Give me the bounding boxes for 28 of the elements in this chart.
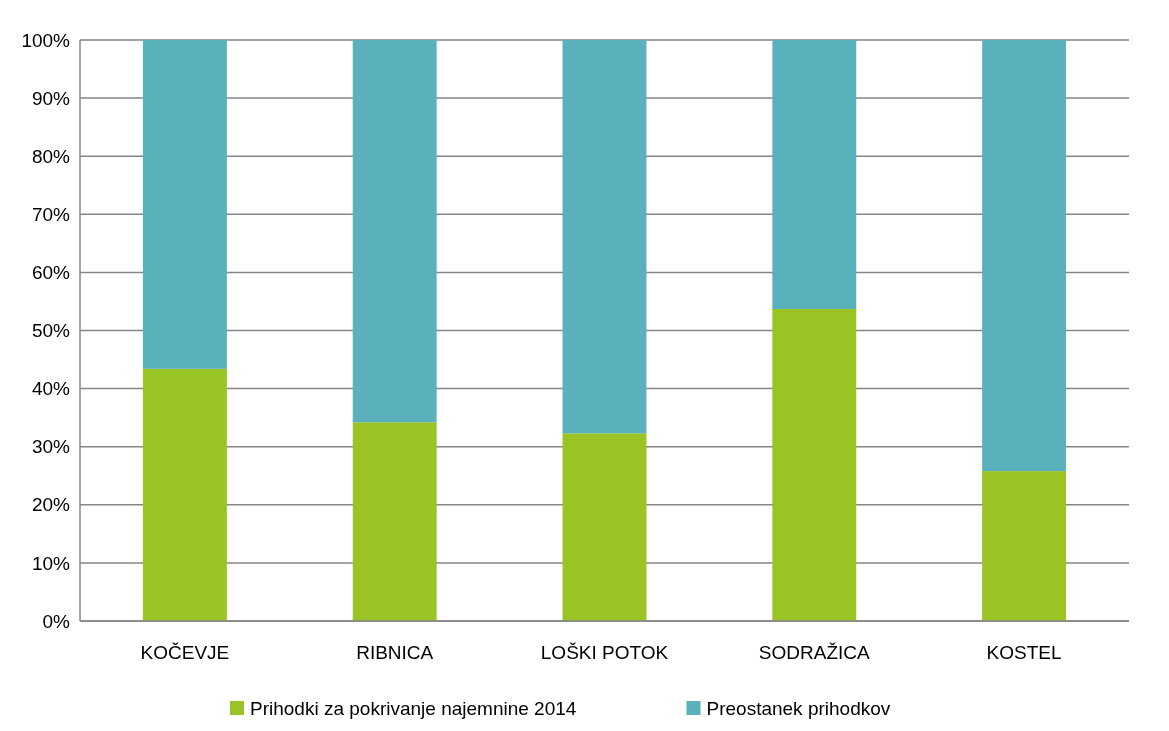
bar xyxy=(772,309,857,621)
x-tick-label: RIBNICA xyxy=(356,642,434,663)
y-tick-label: 30% xyxy=(31,436,71,458)
y-tick-label: 10% xyxy=(31,552,71,574)
bar xyxy=(772,40,857,309)
y-tick-label: 20% xyxy=(31,494,71,516)
y-tick-label: 80% xyxy=(31,145,71,167)
bar xyxy=(982,40,1067,472)
bar xyxy=(562,433,647,621)
bar xyxy=(142,368,227,621)
y-tick-label: 100% xyxy=(21,29,71,51)
x-tick-label: LOŠKI POTOK xyxy=(540,642,669,663)
legend-label: Prihodki za pokrivanje najemnine 2014 xyxy=(250,697,577,719)
y-tick-label: 70% xyxy=(31,203,71,225)
y-tick-label: 90% xyxy=(31,87,71,109)
bar xyxy=(352,422,437,621)
bar xyxy=(142,40,227,369)
y-tick-label: 50% xyxy=(31,320,71,342)
bar xyxy=(352,40,437,423)
legend-label: Preostanek prihodkov xyxy=(706,697,891,719)
y-tick-label: 0% xyxy=(42,610,71,632)
x-tick-label: KOSTEL xyxy=(986,642,1062,663)
y-tick-label: 60% xyxy=(31,262,71,284)
y-tick-label: 40% xyxy=(31,378,71,400)
bar xyxy=(562,40,647,434)
x-tick-label: SODRAŽICA xyxy=(758,642,871,663)
x-tick-label: KOČEVJE xyxy=(140,642,230,663)
bar xyxy=(982,471,1067,621)
